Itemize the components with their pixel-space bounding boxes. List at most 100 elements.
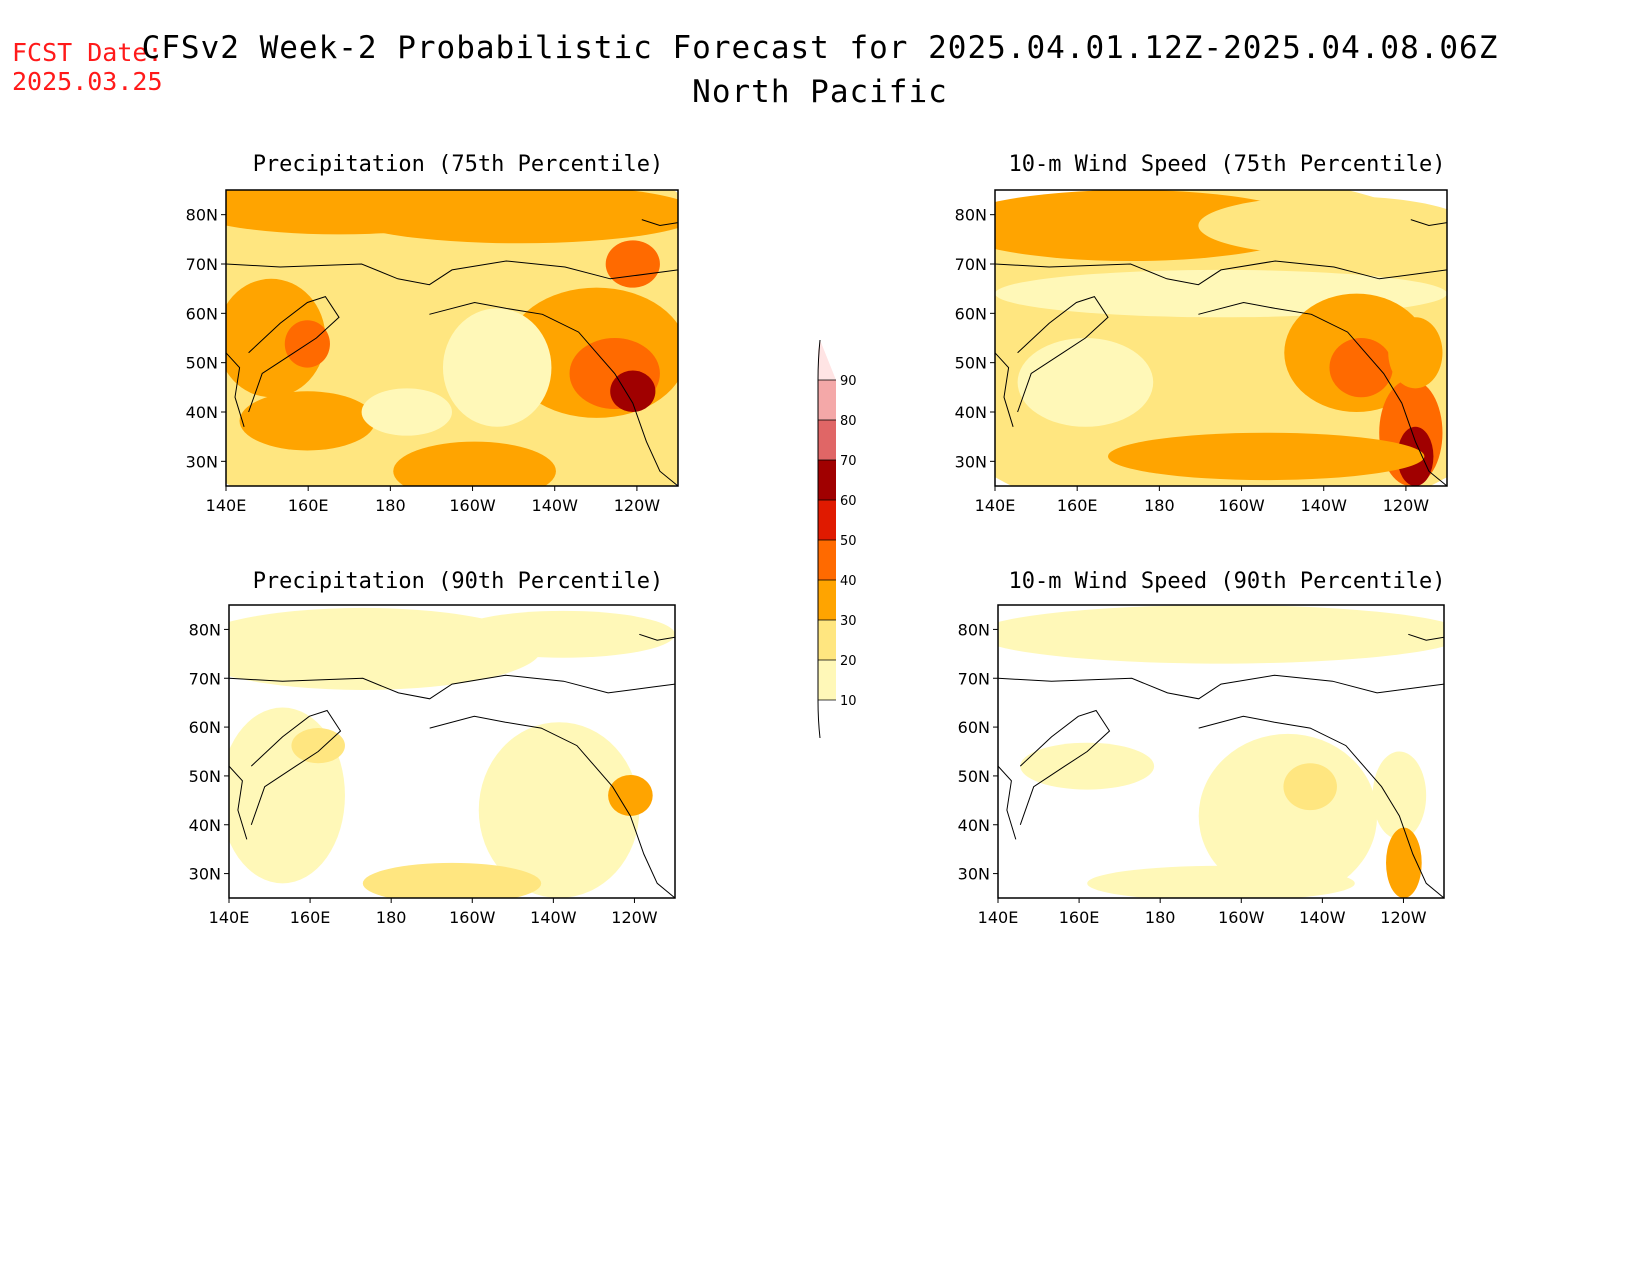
colorbar-segment bbox=[818, 620, 836, 660]
colorbar-label: 60 bbox=[840, 494, 857, 509]
lon-tick-label: 140W bbox=[532, 496, 579, 515]
map-frame bbox=[997, 604, 1445, 899]
lat-tick-label: 40N bbox=[186, 403, 218, 422]
map-panel-wind90: 140E 160E 180 160W 140W 120W 80N 70N 60N 50N 40N 30… bbox=[958, 604, 1445, 927]
probability-contour bbox=[605, 240, 660, 288]
main-title: CFSv2 Week-2 Probabilistic Forecast for … bbox=[141, 30, 1499, 66]
lon-tick-label: 160E bbox=[288, 496, 329, 515]
forecast-date-value: 2025.03.25 bbox=[12, 67, 163, 96]
lon-tick-label: 140E bbox=[206, 496, 247, 515]
lon-tick-label: 120W bbox=[611, 908, 658, 927]
lon-tick-label: 160E bbox=[1057, 496, 1098, 515]
lat-tick-label: 70N bbox=[189, 669, 221, 688]
probability-contour bbox=[1198, 195, 1447, 256]
probability-field bbox=[995, 190, 1447, 486]
map-panel-precip75: 140E 160E 180 160W 140W 120W 80N 70N 60N 50N 40N 30… bbox=[186, 189, 679, 515]
probability-field bbox=[226, 190, 678, 486]
colorbar-segment bbox=[818, 500, 836, 540]
probability-field bbox=[229, 605, 675, 898]
colorbar-segment bbox=[818, 540, 836, 580]
lat-tick-label: 30N bbox=[955, 452, 987, 471]
colorbar-segment bbox=[818, 340, 836, 380]
probability-contour bbox=[1020, 742, 1155, 790]
lon-tick-label: 140W bbox=[530, 908, 577, 927]
lon-tick-label: 160W bbox=[1218, 908, 1265, 927]
lat-tick-label: 50N bbox=[189, 767, 221, 786]
lon-tick-label: 160W bbox=[1218, 496, 1265, 515]
panel-title-precip90: Precipitation (90th Percentile) bbox=[252, 569, 664, 594]
lat-tick-label: 50N bbox=[186, 354, 218, 373]
lon-tick-label: 140E bbox=[975, 496, 1016, 515]
lat-tick-label: 70N bbox=[958, 669, 990, 688]
probability-contour bbox=[1108, 432, 1425, 481]
lon-tick-label: 140E bbox=[978, 908, 1019, 927]
colorbar-label: 80 bbox=[840, 414, 857, 429]
lat-tick-label: 80N bbox=[186, 206, 218, 225]
lat-tick-label: 50N bbox=[958, 767, 990, 786]
lon-tick-label: 180 bbox=[1144, 496, 1175, 515]
panel-title-wind90: 10-m Wind Speed (90th Percentile) bbox=[1008, 569, 1446, 594]
probability-contour bbox=[1017, 338, 1154, 427]
colorbar-label: 10 bbox=[840, 694, 857, 709]
lon-tick-label: 140E bbox=[209, 908, 250, 927]
colorbar-segment bbox=[818, 420, 836, 460]
probability-contour bbox=[1329, 338, 1393, 398]
probability-contour bbox=[1087, 865, 1355, 898]
lat-tick-label: 60N bbox=[189, 718, 221, 737]
lat-tick-label: 30N bbox=[958, 865, 990, 884]
lon-tick-label: 160E bbox=[1059, 908, 1100, 927]
probability-contour bbox=[452, 610, 675, 658]
colorbar-segment bbox=[818, 380, 836, 420]
probability-field bbox=[998, 605, 1444, 898]
lat-tick-label: 60N bbox=[186, 304, 218, 323]
colorbar-label: 90 bbox=[840, 374, 857, 389]
colorbar-label: 40 bbox=[840, 574, 857, 589]
region-subtitle: North Pacific bbox=[692, 74, 948, 110]
lat-tick-label: 30N bbox=[186, 452, 218, 471]
map-frame bbox=[228, 604, 676, 899]
probability-contour bbox=[1283, 763, 1337, 811]
map-panel-wind75: 140E 160E 180 160W 140W 120W 80N 70N 60N 50N 40N 30… bbox=[955, 189, 1448, 515]
lat-tick-label: 40N bbox=[955, 403, 987, 422]
lat-tick-label: 30N bbox=[189, 865, 221, 884]
lon-tick-label: 160W bbox=[449, 908, 496, 927]
probability-contour bbox=[361, 388, 452, 436]
panel-title-wind75: 10-m Wind Speed (75th Percentile) bbox=[1008, 152, 1446, 177]
lat-tick-label: 70N bbox=[955, 255, 987, 274]
lon-tick-label: 120W bbox=[1380, 908, 1427, 927]
map-frame bbox=[994, 189, 1448, 487]
probability-contour bbox=[1388, 317, 1443, 389]
probability-contour bbox=[610, 370, 656, 412]
coastline bbox=[229, 633, 675, 898]
forecast-date-label: FCST Date: bbox=[12, 38, 163, 67]
lon-tick-label: 120W bbox=[1383, 496, 1430, 515]
probability-contour bbox=[339, 190, 678, 244]
lat-tick-label: 80N bbox=[189, 620, 221, 639]
coastline bbox=[998, 633, 1444, 898]
probability-contour bbox=[442, 308, 552, 427]
lat-tick-label: 60N bbox=[958, 718, 990, 737]
colorbar: 10 20 30 40 50 60 70 80 90 bbox=[817, 339, 857, 739]
lat-tick-label: 50N bbox=[955, 354, 987, 373]
probability-contour bbox=[239, 391, 376, 451]
probability-contour bbox=[1386, 827, 1422, 898]
lon-tick-label: 140W bbox=[1299, 908, 1346, 927]
lon-tick-label: 180 bbox=[376, 908, 407, 927]
colorbar-label: 30 bbox=[840, 614, 857, 629]
colorbar-segment bbox=[818, 660, 836, 700]
colorbar-label: 70 bbox=[840, 454, 857, 469]
probability-contour bbox=[362, 862, 542, 898]
colorbar-segment bbox=[818, 460, 836, 500]
lat-tick-label: 60N bbox=[955, 304, 987, 323]
probability-contour bbox=[291, 728, 345, 764]
lat-tick-label: 80N bbox=[955, 206, 987, 225]
panel-title-precip75: Precipitation (75th Percentile) bbox=[252, 152, 664, 177]
lat-tick-label: 40N bbox=[189, 816, 221, 835]
coastline bbox=[226, 219, 678, 486]
lon-tick-label: 160W bbox=[449, 496, 496, 515]
lon-tick-label: 160E bbox=[290, 908, 331, 927]
probability-contour bbox=[1372, 751, 1427, 840]
lon-tick-label: 120W bbox=[614, 496, 661, 515]
probability-contour bbox=[226, 278, 326, 398]
lat-tick-label: 70N bbox=[186, 255, 218, 274]
